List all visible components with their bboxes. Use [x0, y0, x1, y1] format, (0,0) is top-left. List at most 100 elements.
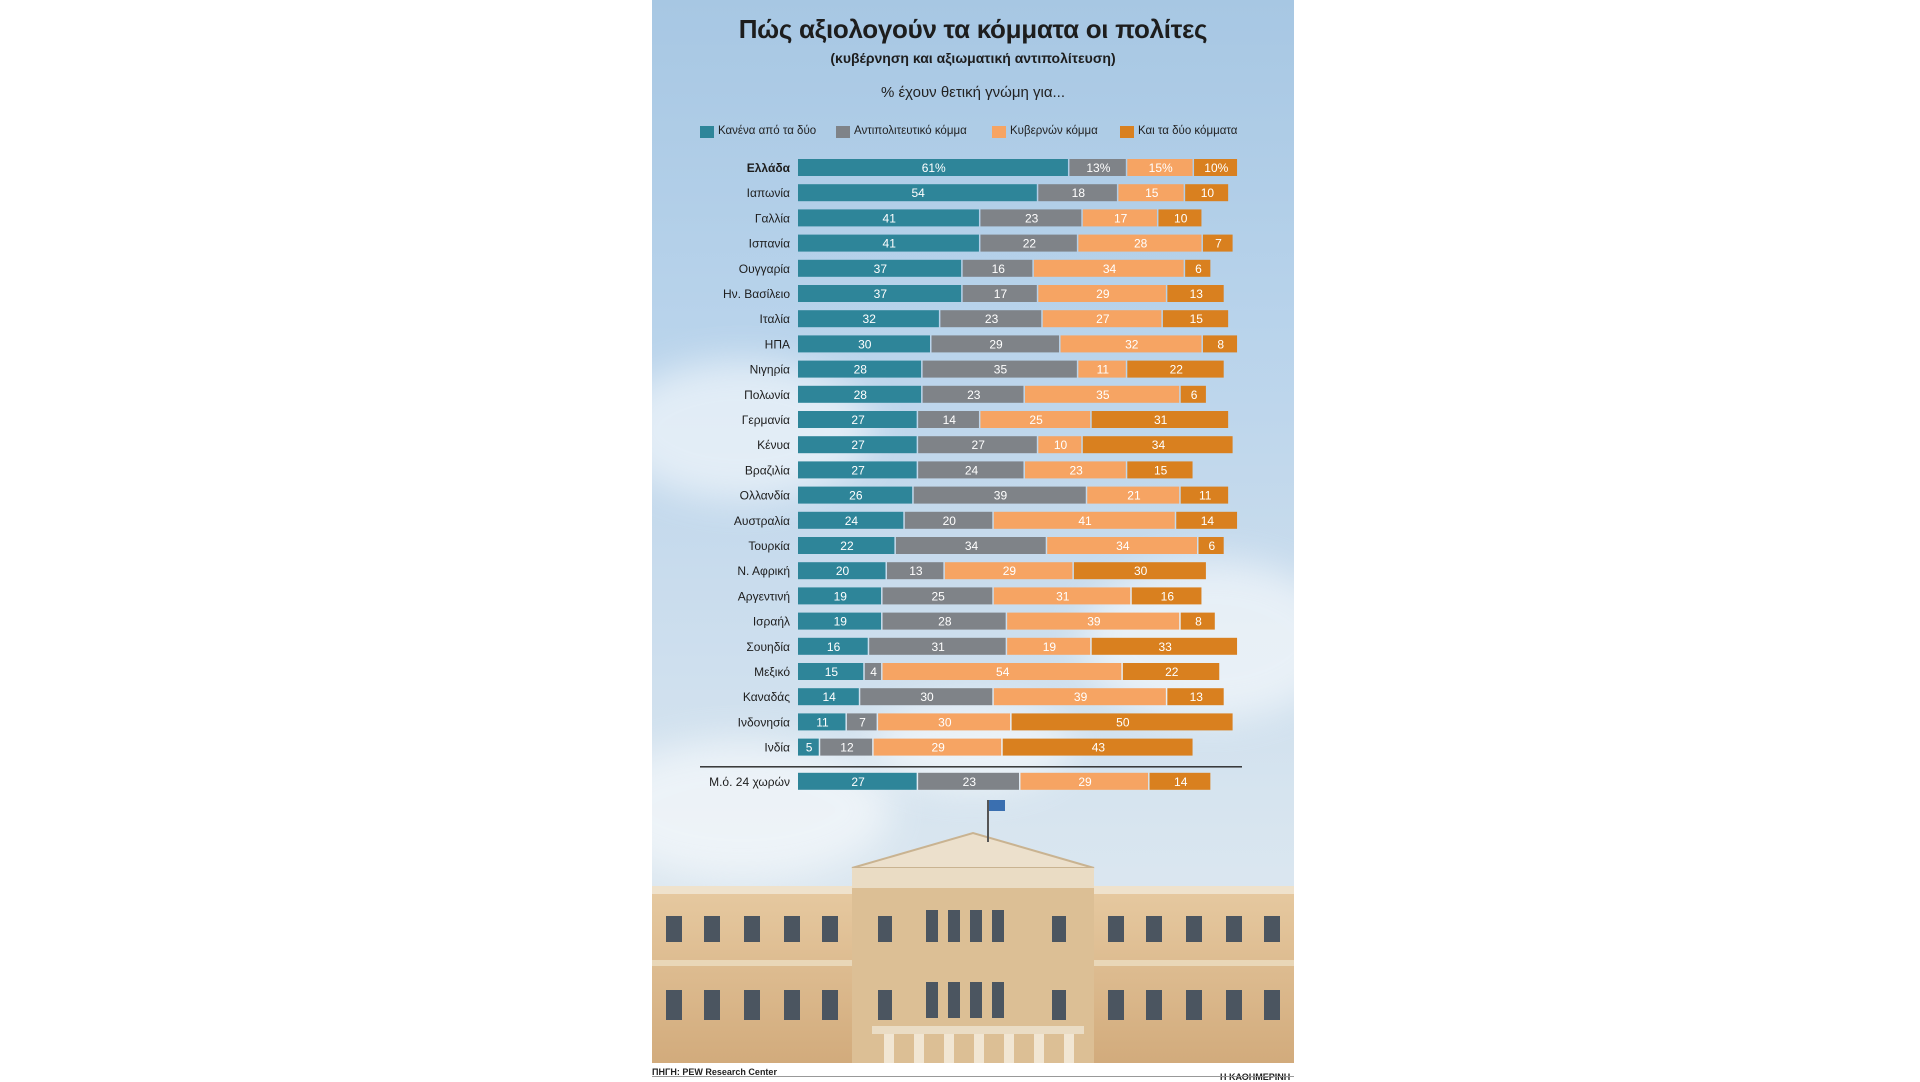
country-row-bar-segment [1202, 335, 1238, 353]
country-row-bar-segment [993, 688, 1166, 706]
country-row-value-label: 27 [851, 438, 865, 452]
country-row-value-label: 39 [994, 489, 1008, 503]
country-row-bar-segment [798, 562, 886, 580]
country-row-bar-segment [918, 461, 1024, 479]
country-row-bar-segment [1024, 385, 1180, 403]
country-row-bar-segment [1158, 209, 1202, 227]
country-row-bar-segment [882, 612, 1006, 630]
country-row-label: Αυστραλία [734, 514, 790, 528]
country-row-value-label: 37 [874, 262, 888, 276]
country-row-value-label: 31 [1154, 413, 1168, 427]
country-row-label: Γερμανία [742, 413, 790, 427]
country-row-value-label: 10 [1201, 186, 1215, 200]
country-row-bar-segment [1127, 360, 1224, 378]
country-row-bar-segment [1202, 234, 1233, 252]
country-row-value-label: 22 [1165, 665, 1179, 679]
country-row-bar-segment [1194, 159, 1238, 176]
country-row-value-label: 30 [858, 337, 872, 351]
country-row-bar-segment [904, 511, 993, 529]
country-row-value-label: 13 [1190, 287, 1204, 301]
country-row-value-label: 12 [840, 741, 854, 755]
country-row-label: Καναδάς [743, 690, 790, 704]
country-row-value-label: 32 [1125, 337, 1139, 351]
country-row-bar-segment [798, 159, 1068, 176]
country-row-value-label: 23 [1069, 463, 1083, 477]
publisher-logo: Η ΚΑΘΗΜΕΡΙΝΗ [1220, 1072, 1291, 1082]
legend-label: Κανένα από τα δύο [718, 125, 817, 137]
country-row-label: Βραζιλία [745, 463, 790, 477]
country-row-value-label: 13% [1086, 161, 1110, 175]
country-row-label: Ην. Βασίλειο [723, 287, 790, 301]
country-row-value-label: 29 [931, 741, 945, 755]
country-row-label: Ινδία [764, 741, 790, 755]
legend-swatch [700, 126, 714, 138]
country-row-bar-segment [798, 184, 1037, 202]
country-row-bar-segment [1131, 587, 1202, 605]
country-row-value-label: 22 [840, 539, 854, 553]
country-row-value-label: 26 [849, 489, 863, 503]
country-row-bar-segment [993, 587, 1131, 605]
country-row-value-label: 37 [874, 287, 888, 301]
country-row-bar-segment [1060, 335, 1202, 353]
country-row-bar-segment [869, 637, 1006, 655]
country-row-label: Γαλλία [755, 211, 790, 225]
country-row-value-label: 27 [851, 463, 865, 477]
country-row-value-label: 24 [845, 514, 859, 528]
country-row-value-label: 41 [883, 211, 897, 225]
country-row-value-label: 28 [1134, 237, 1148, 251]
country-row-bar-segment [864, 663, 882, 680]
country-row-bar-segment [798, 385, 922, 403]
country-row-value-label: 43 [1092, 741, 1106, 755]
country-row-value-label: 30 [1134, 564, 1148, 578]
country-row-label: Ιταλία [760, 312, 791, 326]
country-row-label: Ν. Αφρική [737, 564, 790, 578]
country-row-value-label: 34 [965, 539, 979, 553]
country-row-value-label: 34 [1152, 438, 1166, 452]
country-row-bar-segment [1024, 461, 1126, 479]
country-row-bar-segment [1180, 385, 1206, 403]
average-row-value-label: 29 [1078, 775, 1092, 789]
country-row-bar-segment [1002, 738, 1193, 756]
chart-subtitle: (κυβέρνηση και αξιωματική αντιπολίτευση) [830, 50, 1116, 66]
country-row-value-label: 19 [834, 615, 848, 629]
country-row-bar-segment [1198, 537, 1224, 554]
country-row-bar-segment [1091, 637, 1238, 655]
legend-label: Αντιπολιτευτικό κόμμα [854, 125, 967, 137]
country-row-bar-segment [918, 436, 1037, 454]
country-row-value-label: 19 [1043, 640, 1057, 654]
country-row-value-label: 16 [827, 640, 841, 654]
legend-label: Και τα δύο κόμματα [1138, 125, 1238, 137]
country-row-bar-segment [962, 285, 1037, 302]
country-row-bar-segment [1082, 436, 1233, 454]
country-row-value-label: 8 [1217, 337, 1224, 351]
country-row-bar-segment [798, 688, 859, 706]
chart-title: Πώς αξιολογούν τα κόμματα οι πολίτες [738, 14, 1208, 44]
country-row-bar-segment [798, 637, 868, 655]
country-row-value-label: 50 [1116, 715, 1130, 729]
country-row-bar-segment [1078, 234, 1202, 252]
legend-swatch [1120, 126, 1134, 138]
country-row-label: Τουρκία [748, 539, 790, 553]
country-row-value-label: 5 [806, 741, 813, 755]
country-row-value-label: 22 [1023, 237, 1037, 251]
country-row-bar-segment [1069, 159, 1126, 176]
country-row-bar-segment [1007, 637, 1091, 655]
country-row-bar-segment [962, 259, 1033, 277]
country-row-bar-segment [798, 436, 917, 454]
country-row-bar-segment [882, 587, 993, 605]
country-row-value-label: 6 [1195, 262, 1202, 276]
country-row-label: Νιγηρία [750, 363, 790, 377]
footer-rule [652, 1076, 1294, 1077]
country-row-label: Ινδονησία [738, 715, 790, 729]
country-row-bar-segment [918, 411, 979, 428]
country-row-bar-segment [798, 537, 895, 554]
source-note: ΠΗΓΗ: PEW Research Center [652, 1067, 777, 1077]
country-row-bar-segment [798, 259, 962, 277]
country-row-value-label: 14 [1201, 514, 1215, 528]
country-row-label: Αργεντινή [738, 589, 790, 603]
country-row-value-label: 35 [1096, 388, 1110, 402]
country-row-bar-segment [798, 612, 882, 630]
country-row-label: Ουγγαρία [739, 262, 790, 276]
country-row-value-label: 17 [1114, 211, 1128, 225]
country-row-bar-segment [1167, 285, 1224, 302]
